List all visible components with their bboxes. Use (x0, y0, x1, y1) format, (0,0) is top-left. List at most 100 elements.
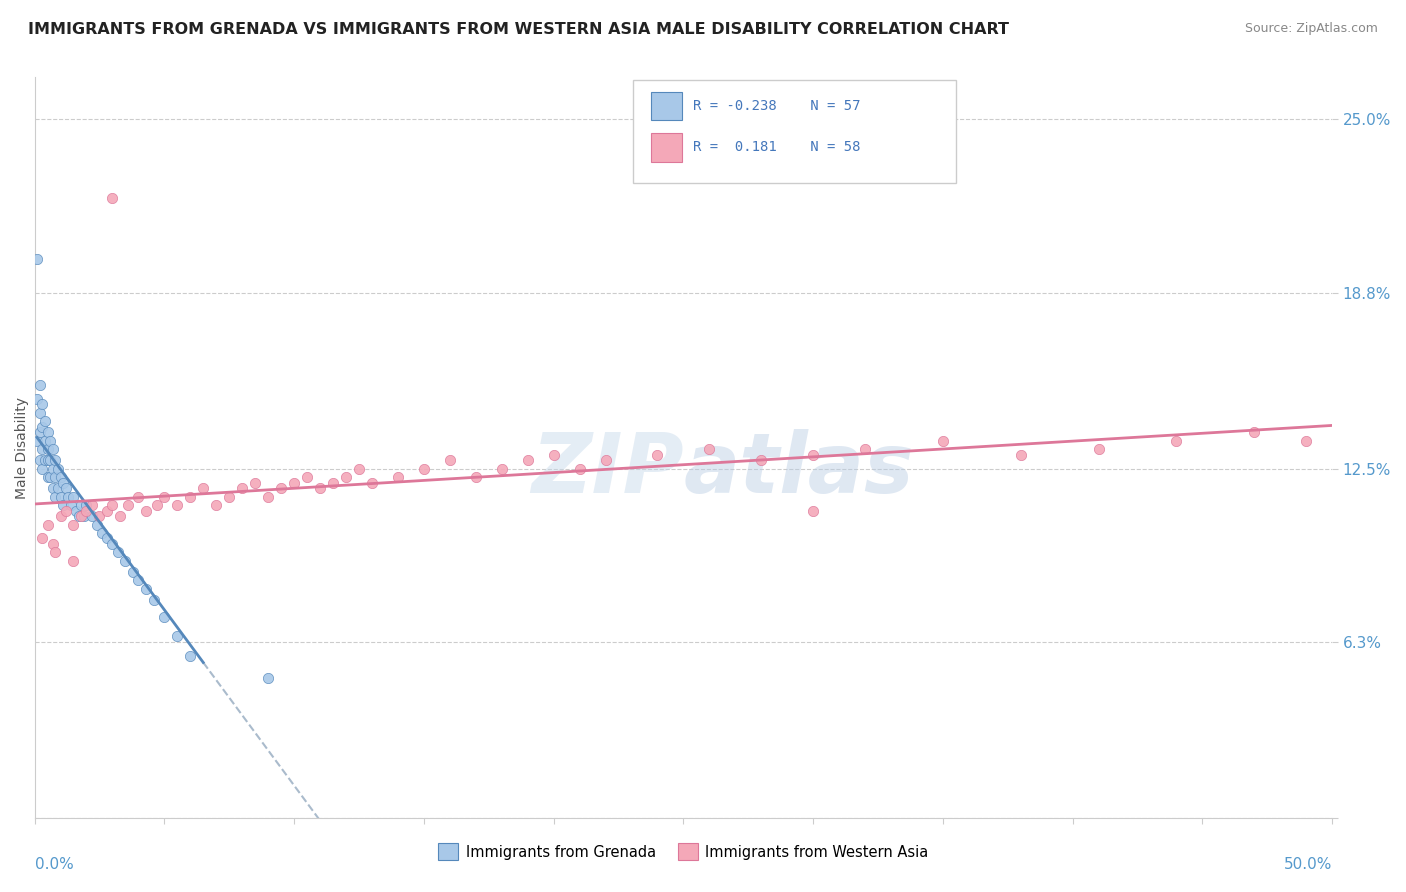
Point (39, 453, 62, 467)
Point (37, 425, 59, 440)
Point (108, 509, 131, 524)
Point (153, 490, 176, 504)
Point (70, 509, 93, 524)
Point (142, 593, 165, 607)
Point (46, 461, 69, 475)
Point (270, 481, 292, 495)
Point (62, 554, 84, 568)
Text: R =  0.181    N = 58: R = 0.181 N = 58 (693, 140, 860, 154)
Point (80, 498, 103, 512)
Point (62, 517, 84, 532)
Text: R = -0.238    N = 57: R = -0.238 N = 57 (693, 99, 860, 113)
Point (1166, 434, 1188, 448)
Point (39, 470, 62, 484)
Point (86, 517, 108, 532)
Point (145, 498, 167, 512)
Point (46, 481, 69, 495)
Point (37, 470, 59, 484)
Point (647, 448, 669, 462)
Point (117, 498, 139, 512)
Point (62, 490, 84, 504)
Point (309, 481, 332, 495)
Point (387, 470, 409, 484)
Point (67, 509, 90, 524)
Point (231, 481, 253, 495)
Point (41, 537, 63, 551)
Point (127, 574, 149, 588)
Point (25, 434, 48, 448)
Point (37, 517, 59, 532)
Point (1243, 425, 1265, 440)
Point (96, 532, 118, 546)
Point (37, 442, 59, 456)
Text: ZIP: ZIP (530, 429, 683, 510)
Point (801, 503, 824, 517)
Point (41, 442, 63, 456)
Point (101, 191, 124, 205)
Point (257, 671, 280, 685)
Point (218, 490, 240, 504)
Point (932, 434, 955, 448)
Point (464, 470, 486, 484)
Point (28, 453, 51, 467)
Point (65, 503, 87, 517)
Point (25, 392, 48, 406)
Point (52, 498, 75, 512)
Point (25, 252, 48, 266)
Point (34, 434, 56, 448)
Point (439, 453, 461, 467)
Point (243, 475, 266, 490)
Point (44, 470, 66, 484)
Text: IMMIGRANTS FROM GRENADA VS IMMIGRANTS FROM WESTERN ASIA MALE DISABILITY CORRELAT: IMMIGRANTS FROM GRENADA VS IMMIGRANTS FR… (28, 22, 1010, 37)
Point (34, 453, 56, 467)
Point (1087, 442, 1109, 456)
Point (31, 397, 53, 411)
Point (153, 609, 176, 624)
Point (361, 475, 384, 490)
Point (31, 532, 53, 546)
Point (322, 475, 344, 490)
Point (44, 545, 66, 559)
Point (543, 448, 565, 462)
Point (31, 461, 53, 475)
Point (295, 470, 318, 484)
Text: Source: ZipAtlas.com: Source: ZipAtlas.com (1244, 22, 1378, 36)
Point (59, 498, 82, 512)
Point (135, 582, 157, 596)
Point (283, 475, 305, 490)
Point (49, 509, 72, 524)
Point (37, 453, 59, 467)
Y-axis label: Male Disability: Male Disability (15, 397, 30, 499)
Point (75, 503, 97, 517)
Point (1010, 448, 1032, 462)
Point (166, 498, 188, 512)
Point (412, 461, 434, 475)
Point (70, 498, 93, 512)
Point (122, 565, 145, 579)
Point (31, 442, 53, 456)
Point (749, 453, 772, 467)
Point (179, 490, 201, 504)
Point (31, 419, 53, 434)
Point (568, 461, 591, 475)
Point (41, 481, 63, 495)
Text: 50.0%: 50.0% (1284, 857, 1333, 871)
Point (1295, 434, 1317, 448)
Point (49, 470, 72, 484)
Point (89, 509, 111, 524)
Legend: Immigrants from Grenada, Immigrants from Western Asia: Immigrants from Grenada, Immigrants from… (432, 838, 935, 866)
Point (41, 461, 63, 475)
Point (335, 470, 357, 484)
Point (101, 498, 124, 512)
Point (52, 475, 75, 490)
Point (91, 525, 114, 540)
Point (135, 503, 157, 517)
Point (801, 448, 824, 462)
Point (193, 481, 215, 495)
Point (39, 434, 62, 448)
Point (127, 490, 149, 504)
Point (44, 453, 66, 467)
Point (28, 425, 51, 440)
Point (107, 545, 129, 559)
Text: 0.0%: 0.0% (35, 857, 73, 871)
